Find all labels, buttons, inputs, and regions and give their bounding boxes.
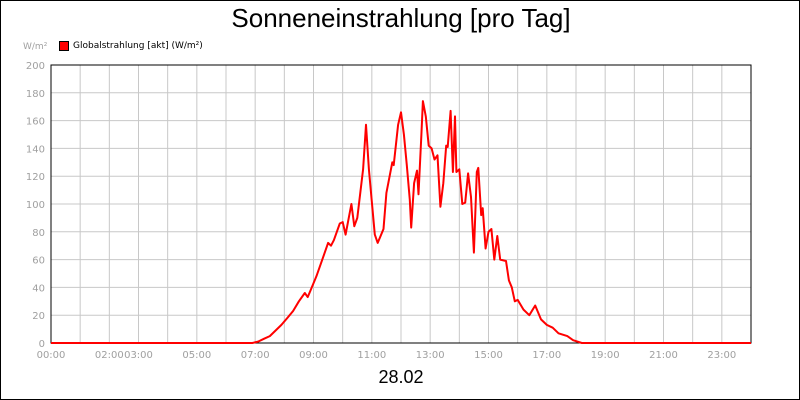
- y-tick-label: 60: [32, 256, 45, 267]
- x-tick-label: 21:00: [649, 350, 678, 361]
- x-tick-label: 09:00: [299, 350, 328, 361]
- y-tick-label: 140: [26, 144, 45, 155]
- grid-lines: [50, 64, 752, 344]
- x-tick-label: 11:00: [357, 350, 386, 361]
- y-tick-label: 180: [26, 89, 45, 100]
- x-axis-date-label: 28.02: [378, 367, 424, 387]
- chart-title: Sonneneinstrahlung [pro Tag]: [231, 3, 571, 33]
- legend: Globalstrahlung [akt] (W/m²): [59, 39, 203, 53]
- legend-label: Globalstrahlung [akt] (W/m²): [73, 41, 203, 51]
- x-tick-label: 23:00: [707, 350, 736, 361]
- y-tick-label: 160: [26, 117, 45, 128]
- x-tick-label: 03:00: [124, 350, 153, 361]
- x-tick-label: 05:00: [182, 350, 211, 361]
- y-axis-unit-label: W/m²: [23, 42, 48, 52]
- y-tick-label: 80: [32, 228, 45, 239]
- y-tick-label: 200: [26, 61, 45, 72]
- y-tick-label: 100: [26, 200, 45, 211]
- x-tick-label: 07:00: [241, 350, 270, 361]
- y-tick-label: 0: [39, 339, 45, 350]
- x-tick-labels: 00:00 02:00 03:00 05:00 07:00 09:00 11:00 13:00…: [37, 350, 737, 361]
- y-tick-label: 40: [32, 283, 45, 294]
- x-tick-label: 15:00: [474, 350, 503, 361]
- series-layer: [51, 100, 751, 344]
- x-tick-label: 19:00: [591, 350, 620, 361]
- legend-swatch: [59, 41, 69, 51]
- y-tick-labels: 0 20 40 60 80 100 120 140 160 180 200: [26, 61, 45, 350]
- plot-border: [50, 64, 752, 344]
- x-tick-label: 17:00: [532, 350, 561, 361]
- x-tick-label: 13:00: [416, 350, 445, 361]
- series-line-globalstrahlung: [51, 100, 751, 344]
- y-tick-label: 120: [26, 172, 45, 183]
- y-tick-label: 20: [32, 311, 45, 322]
- x-tick-label: 00:00: [37, 350, 66, 361]
- x-tick-label: 02:00: [95, 350, 124, 361]
